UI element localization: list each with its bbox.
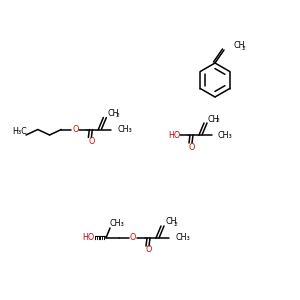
Text: CH: CH — [208, 115, 220, 124]
Text: 2: 2 — [173, 221, 177, 226]
Text: CH: CH — [233, 41, 244, 50]
Text: CH₃: CH₃ — [218, 130, 233, 140]
Text: HO: HO — [168, 130, 180, 140]
Text: HO: HO — [82, 233, 94, 242]
Text: 2: 2 — [241, 46, 245, 51]
Text: O: O — [72, 125, 79, 134]
Text: O: O — [88, 137, 94, 146]
Text: CH: CH — [165, 218, 176, 226]
Text: CH₃: CH₃ — [109, 220, 124, 229]
Text: O: O — [130, 233, 136, 242]
Text: CH₃: CH₃ — [117, 125, 132, 134]
Text: 2: 2 — [115, 113, 119, 118]
Text: CH: CH — [107, 109, 119, 118]
Text: O: O — [189, 142, 195, 152]
Text: 2: 2 — [216, 118, 220, 124]
Text: O: O — [146, 245, 152, 254]
Text: H₃C: H₃C — [12, 128, 27, 136]
Text: CH₃: CH₃ — [175, 233, 190, 242]
